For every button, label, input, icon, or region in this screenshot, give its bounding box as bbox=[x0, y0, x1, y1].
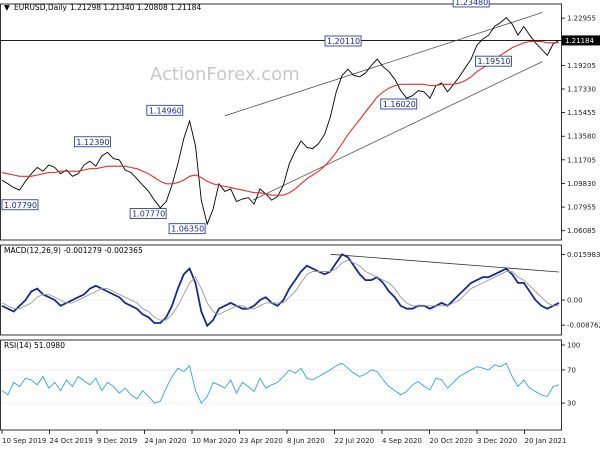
price-panel-frame bbox=[0, 3, 562, 241]
price-annotation-label: 1.14960 bbox=[149, 106, 182, 115]
price-tick-label: 1.13580 bbox=[567, 133, 596, 141]
macd-tick-label: 0.015983 bbox=[567, 251, 600, 259]
price-annotation-box bbox=[380, 98, 418, 110]
price-annotation-box bbox=[324, 35, 362, 47]
x-tick-label: 10 Mar 2020 bbox=[192, 437, 236, 445]
price-tick-label: 1.15455 bbox=[567, 109, 596, 117]
x-tick-label: 10 Sep 2019 bbox=[2, 437, 46, 445]
x-tick-label: 20 Jan 2021 bbox=[525, 437, 567, 445]
ohlc-values: 1.21298 1.21340 1.20808 1.21184 bbox=[70, 3, 201, 12]
price-annotation-label: 1.12390 bbox=[76, 138, 109, 147]
macd-line bbox=[1, 253, 560, 328]
price-annotation-box bbox=[74, 136, 111, 148]
rsi-tick-label: 30 bbox=[567, 400, 576, 408]
x-tick-label: 23 Apr 2020 bbox=[240, 437, 283, 445]
macd-title: MACD(12,26,9) -0.001279 -0.002365 bbox=[4, 246, 143, 255]
x-tick-label: 20 Oct 2020 bbox=[430, 437, 473, 445]
price-annotation-box bbox=[168, 223, 206, 235]
symbol-label: EURUSD,Daily bbox=[14, 3, 67, 12]
price-tick-label: 1.07955 bbox=[567, 204, 596, 212]
macd-panel-frame bbox=[0, 244, 562, 336]
price-tick-label: 1.17330 bbox=[567, 85, 596, 93]
price-tick-label: 1.06085 bbox=[567, 227, 596, 235]
price-tick-label: 1.22955 bbox=[567, 15, 596, 23]
signal-line bbox=[1, 259, 559, 321]
macd-series bbox=[1, 253, 560, 328]
rsi-line bbox=[1, 362, 560, 404]
x-tick-label: 3 Dec 2020 bbox=[477, 437, 517, 445]
price-annotation-label: 1.07790 bbox=[4, 201, 37, 210]
price-annotation-label: 1.19510 bbox=[477, 57, 510, 66]
macd-tick-label: 0.00 bbox=[567, 297, 583, 305]
rsi-panel-frame bbox=[0, 339, 562, 431]
price-annotation-label: 1.07770 bbox=[132, 210, 165, 219]
x-tick-label: 22 Jul 2020 bbox=[335, 437, 375, 445]
dropdown-triangle-icon[interactable]: ▼ bbox=[4, 3, 10, 12]
price-tick-label: 1.11705 bbox=[567, 156, 596, 164]
price-annotation-box bbox=[452, 0, 490, 8]
price-y-axis: 1.06085 1.07955 1.09830 1.11705 1.13580 1.154… bbox=[561, 15, 596, 235]
rsi-y-axis: 100 70 30 bbox=[1, 342, 580, 408]
macd-tick-label: -0.008762 bbox=[567, 322, 600, 330]
price-annotation-box bbox=[475, 55, 512, 67]
price-annotations: 1.07790 1.12390 1.07770 1.14960 1.06350 1.201… bbox=[1, 0, 512, 235]
channel-line bbox=[224, 12, 543, 117]
price-annotation-box bbox=[1, 199, 39, 211]
x-tick-label: 24 Jan 2020 bbox=[145, 437, 187, 445]
watermark-text: ActionForex.com bbox=[150, 64, 300, 85]
rsi-title: RSI(14) 51.0980 bbox=[4, 341, 65, 350]
price-annotation-box bbox=[146, 104, 184, 116]
x-tick-label: 24 Oct 2019 bbox=[50, 437, 93, 445]
price-tick-label: 1.19205 bbox=[567, 62, 596, 70]
macd-y-axis: 0.015983 0.00 -0.008762 bbox=[1, 251, 600, 330]
rsi-tick-label: 70 bbox=[567, 366, 576, 374]
macd-trendline bbox=[330, 253, 560, 273]
price-annotation-box bbox=[129, 208, 167, 219]
x-tick-label: 4 Sep 2020 bbox=[382, 437, 422, 445]
x-axis-labels: 10 Sep 2019 24 Oct 2019 9 Dec 2019 24 Jan 2… bbox=[1, 430, 567, 445]
price-line bbox=[1, 16, 560, 226]
price-annotation-label: 1.16020 bbox=[383, 100, 416, 109]
x-tick-label: 8 Jun 2020 bbox=[287, 437, 325, 445]
trend-channel bbox=[224, 12, 543, 201]
price-annotation-label: 1.20110 bbox=[327, 37, 360, 46]
price-tick-label: 1.09830 bbox=[567, 180, 596, 188]
price-annotation-label: 1.23480 bbox=[455, 0, 488, 7]
current-price-badge bbox=[562, 35, 600, 46]
channel-line bbox=[252, 61, 543, 201]
price-series bbox=[1, 16, 560, 226]
rsi-tick-label: 100 bbox=[567, 342, 580, 350]
rsi-series bbox=[1, 362, 560, 404]
current-price-label: 1.21184 bbox=[565, 37, 594, 45]
x-tick-label: 9 Dec 2019 bbox=[97, 437, 137, 445]
ma-line bbox=[1, 40, 559, 196]
price-annotation-label: 1.06350 bbox=[171, 225, 204, 234]
